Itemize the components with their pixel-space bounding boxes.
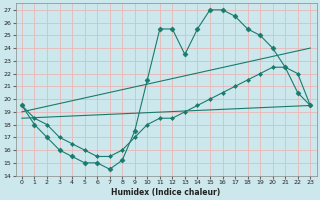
X-axis label: Humidex (Indice chaleur): Humidex (Indice chaleur) (111, 188, 221, 197)
